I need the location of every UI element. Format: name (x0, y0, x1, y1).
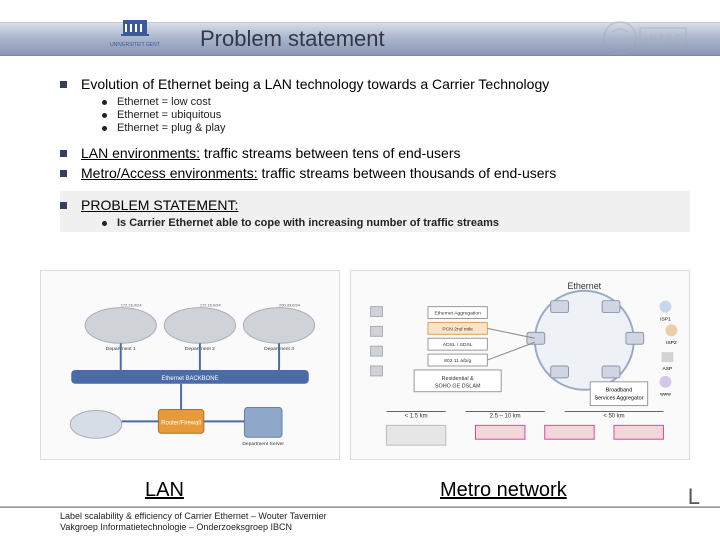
svg-text:www: www (660, 393, 671, 398)
dot-bullet-icon (102, 100, 107, 105)
bullet-text: Ethernet = low cost (117, 96, 211, 108)
footer: Label scalability & efficiency of Carrie… (60, 511, 327, 534)
svg-text:I N T E C: I N T E C (645, 33, 682, 43)
dot-bullet-icon (102, 113, 107, 118)
content-area: Evolution of Ethernet being a LAN techno… (60, 72, 690, 232)
diagrams-row: Ethernet BACKBONE Department 1 Departmen… (40, 270, 690, 460)
svg-text:ASP: ASP (662, 366, 673, 372)
svg-text:172.16.0/24: 172.16.0/24 (200, 303, 222, 308)
svg-text:Residential &: Residential & (442, 376, 474, 382)
bullet-text: Is Carrier Ethernet able to cope with in… (117, 217, 499, 229)
svg-text:SOHO GE DSLAM: SOHO GE DSLAM (435, 384, 481, 390)
svg-text:Broadband: Broadband (606, 388, 633, 394)
bullet-text: Metro/Access environments: traffic strea… (81, 165, 556, 181)
square-bullet-icon (60, 81, 67, 88)
university-logo: UNIVERSITEIT GENT (95, 20, 175, 56)
footer-line-1: Label scalability & efficiency of Carrie… (60, 511, 327, 523)
svg-text:Ethernet BACKBONE: Ethernet BACKBONE (162, 376, 219, 382)
footer-rule (0, 506, 720, 508)
svg-text:< 50 km: < 50 km (603, 413, 624, 419)
svg-text:172.16.0/24: 172.16.0/24 (121, 303, 143, 308)
svg-text:Ethernet: Ethernet (568, 281, 602, 291)
bullet-text: Ethernet = ubiquitous (117, 109, 221, 121)
svg-text:Ethernet Aggregation: Ethernet Aggregation (434, 311, 481, 317)
svg-text:< 1.5 km: < 1.5 km (405, 413, 428, 419)
problem-statement-block: PROBLEM STATEMENT: Is Carrier Ethernet a… (60, 191, 690, 232)
sub-bullet-plugplay: Ethernet = plug & play (102, 122, 690, 134)
svg-text:UNIVERSITEIT GENT: UNIVERSITEIT GENT (110, 42, 160, 48)
svg-text:ISP2: ISP2 (666, 340, 677, 346)
page-title: Problem statement (200, 26, 385, 52)
sub-bullet-ubiquitous: Ethernet = ubiquitous (102, 109, 690, 121)
dot-bullet-icon (102, 126, 107, 131)
footer-line-2: Vakgroep Informatietechnologie – Onderzo… (60, 522, 327, 534)
svg-text:Router/Firewall: Router/Firewall (161, 420, 201, 426)
square-bullet-icon (60, 150, 67, 157)
page-mark: L (688, 484, 700, 510)
lan-diagram: Ethernet BACKBONE Department 1 Departmen… (40, 270, 340, 460)
sub-bullet-lowcost: Ethernet = low cost (102, 96, 690, 108)
svg-text:PCN 2nd mile: PCN 2nd mile (442, 326, 473, 332)
svg-text:Services Aggregator: Services Aggregator (594, 396, 643, 402)
bullet-text: PROBLEM STATEMENT: (81, 197, 238, 213)
intec-logo: I N T E C (600, 18, 690, 58)
square-bullet-icon (60, 202, 67, 209)
svg-text:Department Server: Department Server (242, 441, 284, 447)
metro-diagram: Ethernet Ethernet Aggregation PCN 2nd mi… (350, 270, 690, 460)
bullet-metro-env: Metro/Access environments: traffic strea… (60, 165, 690, 181)
bullet-lan-env: LAN environments: traffic streams betwee… (60, 145, 690, 161)
bullet-text: Ethernet = plug & play (117, 122, 226, 134)
bullet-evolution: Evolution of Ethernet being a LAN techno… (60, 76, 690, 92)
square-bullet-icon (60, 170, 67, 177)
svg-text:ADSL / SDSL: ADSL / SDSL (443, 342, 473, 348)
svg-text:2.5 – 10 km: 2.5 – 10 km (490, 413, 521, 419)
bullet-problem: PROBLEM STATEMENT: (60, 197, 690, 213)
caption-lan: LAN (145, 479, 184, 502)
caption-metro: Metro network (440, 479, 567, 502)
bullet-text: LAN environments: traffic streams betwee… (81, 145, 460, 161)
svg-text:802.11 a/b/g: 802.11 a/b/g (444, 358, 471, 364)
dot-bullet-icon (102, 221, 107, 226)
bullet-text: Evolution of Ethernet being a LAN techno… (81, 76, 549, 92)
svg-text:ISP1: ISP1 (660, 316, 671, 322)
sub-bullet-question: Is Carrier Ethernet able to cope with in… (102, 217, 690, 229)
svg-text:200.33.0/24: 200.33.0/24 (279, 303, 301, 308)
